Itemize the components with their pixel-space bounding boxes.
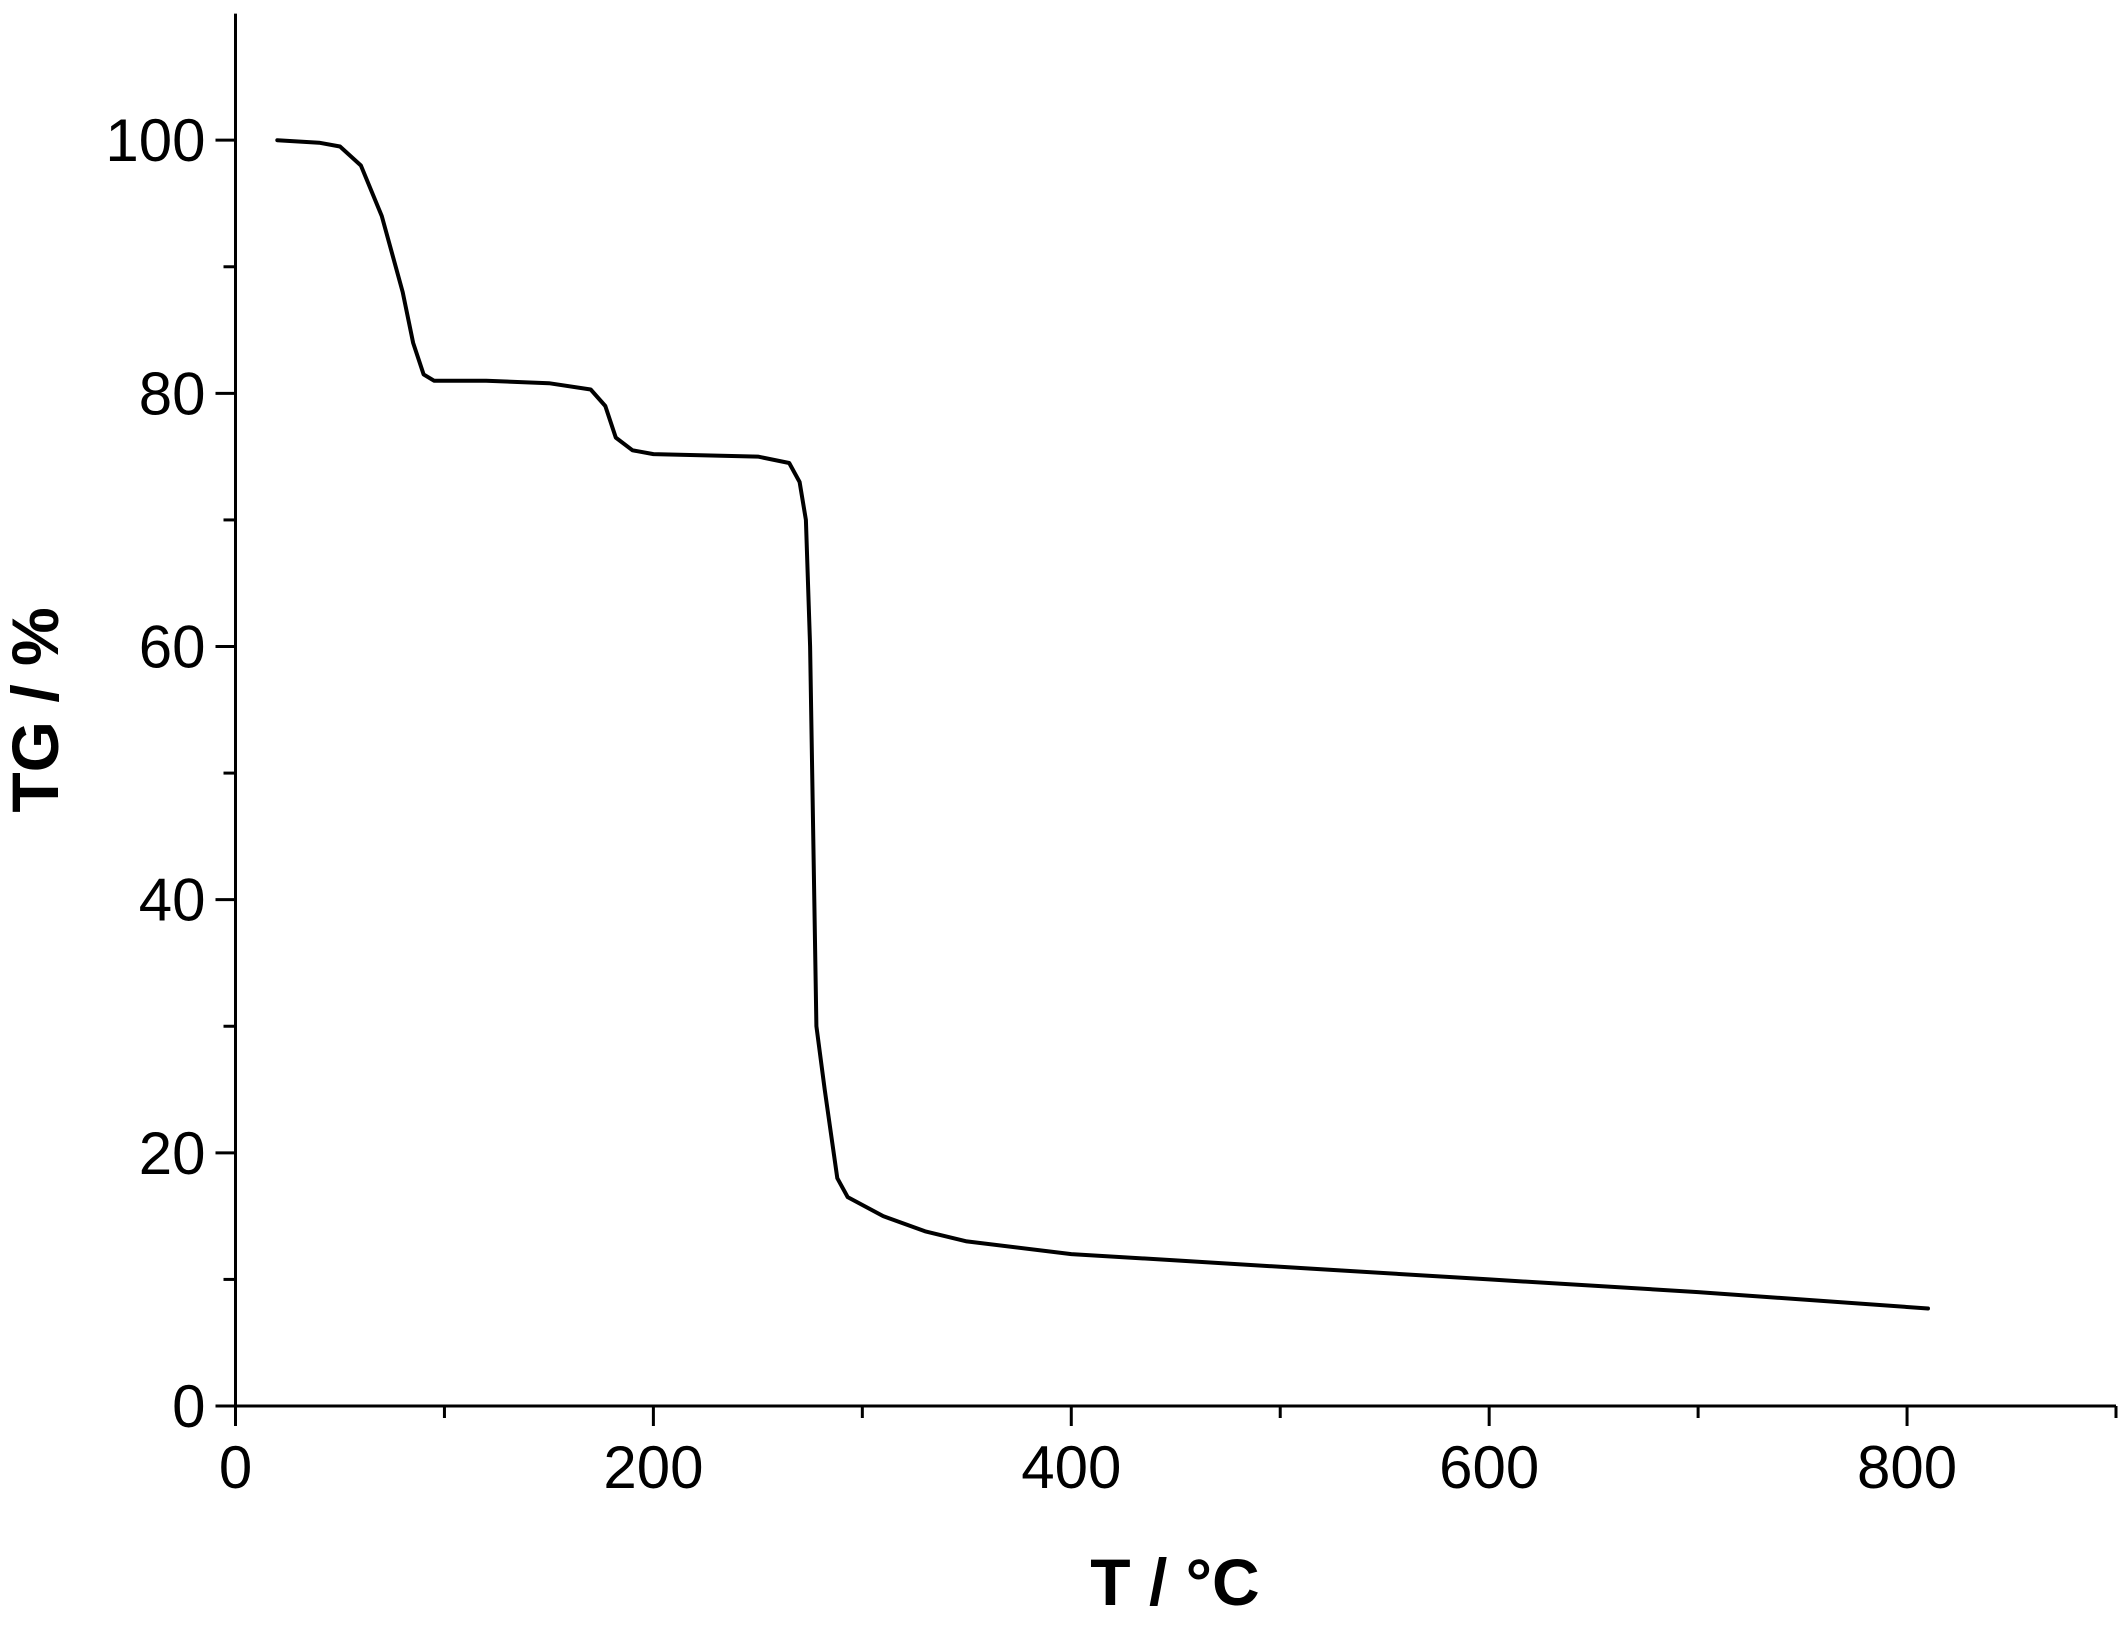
y-tick-label: 100 bbox=[105, 107, 205, 174]
y-tick-label: 40 bbox=[139, 867, 206, 934]
y-axis-label: TG / % bbox=[0, 607, 72, 812]
x-tick-label: 200 bbox=[603, 1434, 703, 1501]
y-tick-label: 0 bbox=[172, 1373, 205, 1440]
x-axis-label: T / °C bbox=[1090, 1545, 1259, 1619]
x-tick-label: 800 bbox=[1857, 1434, 1957, 1501]
x-tick-label: 600 bbox=[1439, 1434, 1539, 1501]
data-line bbox=[275, 138, 1930, 1311]
y-tick-label: 20 bbox=[139, 1120, 206, 1187]
y-tick-label: 80 bbox=[139, 360, 206, 427]
x-tick-label: 0 bbox=[219, 1434, 252, 1501]
y-tick-label: 60 bbox=[139, 614, 206, 681]
x-tick-label: 400 bbox=[1021, 1434, 1121, 1501]
